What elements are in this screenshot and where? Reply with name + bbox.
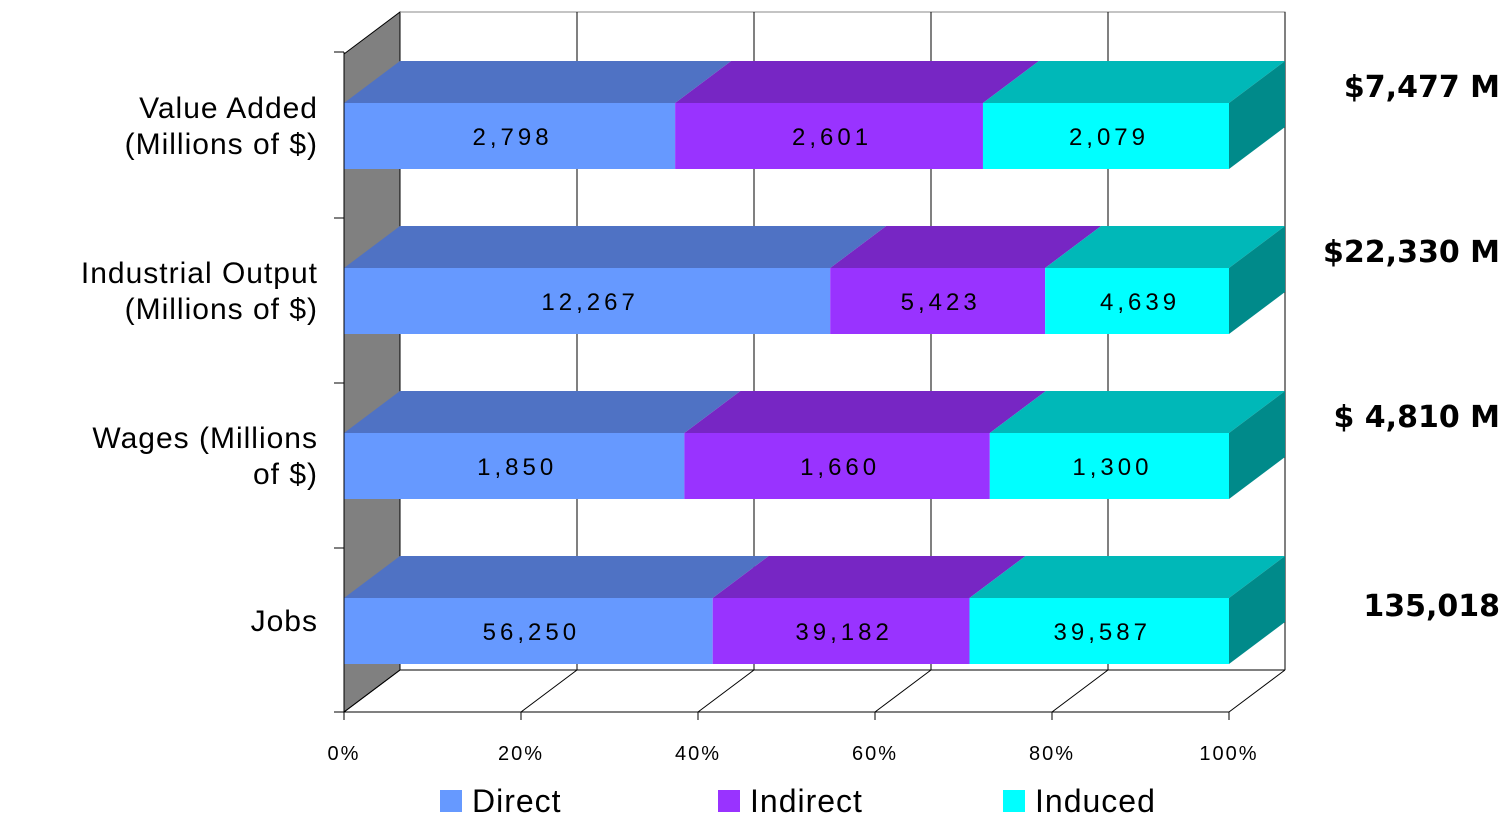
bar-top-direct xyxy=(344,556,769,598)
bar-top-induced xyxy=(1045,226,1285,268)
data-label: 39,182 xyxy=(795,619,892,646)
total-label: 135,018 xyxy=(1363,589,1500,624)
bar-side xyxy=(1229,556,1285,664)
category-label: (Millions of $) xyxy=(125,293,318,326)
bar-top-indirect xyxy=(830,226,1102,268)
floor-gridline xyxy=(520,669,578,713)
x-tick-label: 40% xyxy=(675,743,721,765)
bar-top-indirect xyxy=(712,556,1026,598)
data-label: 56,250 xyxy=(483,619,580,646)
data-label: 5,423 xyxy=(901,289,981,316)
category-label: (Millions of $) xyxy=(125,128,318,161)
bar-indirect xyxy=(675,103,983,169)
floor-gridline xyxy=(697,669,755,713)
bar-side xyxy=(1229,61,1285,169)
legend: Direct Indirect Induced xyxy=(440,783,1156,818)
bar-induced xyxy=(982,103,1229,169)
data-label: 12,267 xyxy=(541,289,638,316)
data-label: 2,079 xyxy=(1069,124,1149,151)
data-label: 1,300 xyxy=(1072,454,1152,481)
legend-swatch-direct xyxy=(440,790,462,812)
category-label: Jobs xyxy=(251,605,318,638)
floor-gridline xyxy=(1051,669,1109,713)
data-label: 2,601 xyxy=(792,124,872,151)
category-labels: Value Added(Millions of $)Industrial Out… xyxy=(81,92,318,638)
total-labels: $7,477 M $22,330 M $ 4,810 M 135,018 xyxy=(1323,70,1500,624)
bar-direct xyxy=(344,598,713,664)
bar-top-direct xyxy=(344,391,741,433)
bar-top-direct xyxy=(344,61,732,103)
x-tick-label: 20% xyxy=(498,743,544,765)
bar-direct xyxy=(344,103,676,169)
x-tick-label: 80% xyxy=(1029,743,1075,765)
category-label: Industrial Output xyxy=(81,257,318,290)
bar-direct xyxy=(344,268,831,334)
data-label: 39,587 xyxy=(1054,619,1151,646)
total-label: $22,330 M xyxy=(1323,235,1500,270)
data-label: 1,850 xyxy=(477,454,557,481)
data-label: 1,660 xyxy=(800,454,880,481)
bar-induced xyxy=(1045,268,1229,334)
bar-side xyxy=(1229,226,1285,334)
bar-top-induced xyxy=(982,61,1285,103)
x-tick-label: 0% xyxy=(328,743,361,765)
data-label: 2,798 xyxy=(473,124,553,151)
bar-top-indirect xyxy=(684,391,1046,433)
floor-gridline xyxy=(343,669,401,713)
legend-swatch-indirect xyxy=(718,790,740,812)
x-tick-label: 60% xyxy=(852,743,898,765)
bar-indirect xyxy=(684,433,990,499)
x-tick-label: 100% xyxy=(1199,743,1258,765)
bar-top-indirect xyxy=(675,61,1039,103)
bar-top-direct xyxy=(344,226,887,268)
legend-swatch-induced xyxy=(1003,790,1025,812)
data-label: 4,639 xyxy=(1100,289,1180,316)
legend-label-direct: Direct xyxy=(472,783,562,818)
floor-gridline xyxy=(874,669,932,713)
bar-top-induced xyxy=(969,556,1285,598)
bar-direct xyxy=(344,433,685,499)
total-label: $7,477 M xyxy=(1344,70,1500,105)
bar-side xyxy=(1229,391,1285,499)
bar-induced xyxy=(989,433,1229,499)
floor-gridline xyxy=(1228,669,1286,713)
legend-label-induced: Induced xyxy=(1035,783,1156,818)
category-label: of $) xyxy=(253,458,318,491)
legend-label-indirect: Indirect xyxy=(750,783,863,818)
bar-indirect xyxy=(830,268,1046,334)
bar-induced xyxy=(969,598,1229,664)
category-label: Value Added xyxy=(139,92,318,125)
total-label: $ 4,810 M xyxy=(1333,400,1500,435)
bar-indirect xyxy=(712,598,970,664)
bar-top-induced xyxy=(989,391,1285,433)
category-label: Wages (Millions xyxy=(92,422,318,455)
chart-bars: 2,798 2,601 2,079 12,267 5,423 4,639 1,850 1,66… xyxy=(344,61,1285,664)
x-axis: 0% 20% 40% 60% 80% 100% xyxy=(328,51,1258,765)
